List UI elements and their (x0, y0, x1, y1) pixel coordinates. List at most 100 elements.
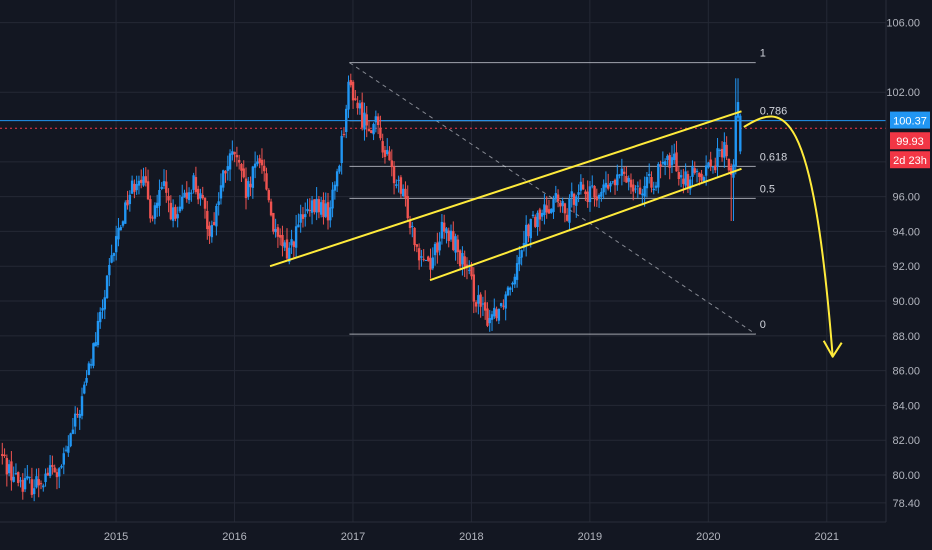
candle-body (388, 151, 391, 161)
y-tick-label: 88.00 (892, 331, 920, 343)
candle-body (645, 176, 649, 189)
candle-body (110, 255, 113, 263)
candle-body (144, 176, 147, 183)
candle-body (431, 257, 434, 269)
trend-channel[interactable] (269, 110, 742, 282)
candle-body (445, 228, 448, 234)
channel-line (269, 110, 742, 268)
candle-body (194, 177, 198, 193)
candle-body (260, 159, 264, 166)
candle-body (224, 171, 227, 174)
candle-body (461, 253, 464, 265)
candle-body (208, 225, 211, 237)
candle-body (315, 198, 318, 213)
candle-body (256, 161, 259, 165)
candle-body (278, 235, 282, 238)
candle-body (486, 308, 489, 326)
candle-body (629, 179, 633, 188)
candle-body (217, 201, 220, 206)
y-tick-label: 96.00 (892, 192, 920, 204)
candle-body (285, 239, 289, 259)
candle-body (720, 148, 724, 158)
time-axis-panel[interactable] (0, 522, 932, 550)
candle-body (479, 294, 482, 307)
candle-body (101, 308, 104, 311)
candle-body (527, 224, 530, 237)
candle-body (55, 472, 59, 478)
y-tick-label: 80.00 (892, 470, 920, 482)
countdown-text: 2d 23h (893, 155, 927, 167)
candle-body (322, 199, 325, 218)
candle-body (297, 224, 300, 228)
candle-body (381, 141, 384, 153)
candle-body (565, 214, 569, 221)
candle-body (235, 155, 239, 158)
candle-body (679, 175, 683, 178)
candle-body (661, 161, 665, 164)
candle-body (133, 183, 136, 192)
x-tick-label: 2016 (222, 531, 246, 543)
candle-body (103, 297, 106, 310)
candle-body (374, 116, 378, 123)
candle-body (729, 167, 733, 176)
candle-body (169, 202, 173, 220)
candle-body (23, 478, 27, 490)
candle-body (153, 205, 157, 219)
candle-body (263, 165, 266, 172)
candle-body (126, 200, 129, 206)
candle-body (76, 413, 79, 416)
candle-body (96, 320, 100, 346)
candle-body (524, 224, 528, 246)
candle-body (424, 259, 428, 261)
candle-body (622, 171, 626, 174)
candle-body (561, 201, 564, 206)
forecast-arrow[interactable] (743, 115, 843, 358)
candle-body (167, 195, 170, 201)
candle-body (604, 182, 608, 188)
candle-body (543, 204, 546, 216)
candle-body (244, 178, 248, 199)
candle-body (536, 212, 539, 228)
candle-body (636, 185, 640, 187)
candle-body (618, 174, 621, 176)
fib-level-label: 0.618 (760, 151, 788, 163)
candle-body (283, 242, 286, 248)
candle-body (591, 185, 594, 187)
candle-body (114, 236, 118, 253)
candle-body (581, 184, 585, 190)
candle-body (634, 188, 637, 190)
candle-body (249, 183, 252, 188)
candle-body (363, 112, 366, 130)
candle-body (490, 314, 494, 320)
candle-body (358, 103, 362, 109)
candle-body (463, 256, 466, 268)
candle-body (71, 429, 75, 434)
candle-body (267, 190, 270, 201)
candle-body (317, 199, 321, 213)
x-tick-label: 2017 (341, 531, 365, 543)
candle-body (183, 192, 186, 198)
candle-body (700, 173, 703, 181)
candle-body (92, 343, 95, 366)
candle-body (365, 114, 368, 126)
x-tick-label: 2020 (696, 531, 720, 543)
candle-body (329, 207, 332, 221)
candle-body (212, 222, 216, 226)
candle-body (253, 163, 257, 168)
candle-body (497, 308, 501, 321)
candle-body (128, 194, 132, 205)
candle-body (288, 247, 291, 262)
candle-body (511, 282, 514, 285)
candle-body (481, 303, 485, 305)
candle-body (5, 457, 9, 475)
price-axis-panel[interactable] (886, 0, 932, 522)
candle-body (602, 184, 605, 193)
candle-body (477, 295, 480, 304)
candle-body (206, 210, 209, 230)
candle-body (695, 170, 699, 172)
candle-body (181, 196, 184, 209)
candle-body (575, 196, 578, 206)
candle-body (176, 214, 179, 219)
